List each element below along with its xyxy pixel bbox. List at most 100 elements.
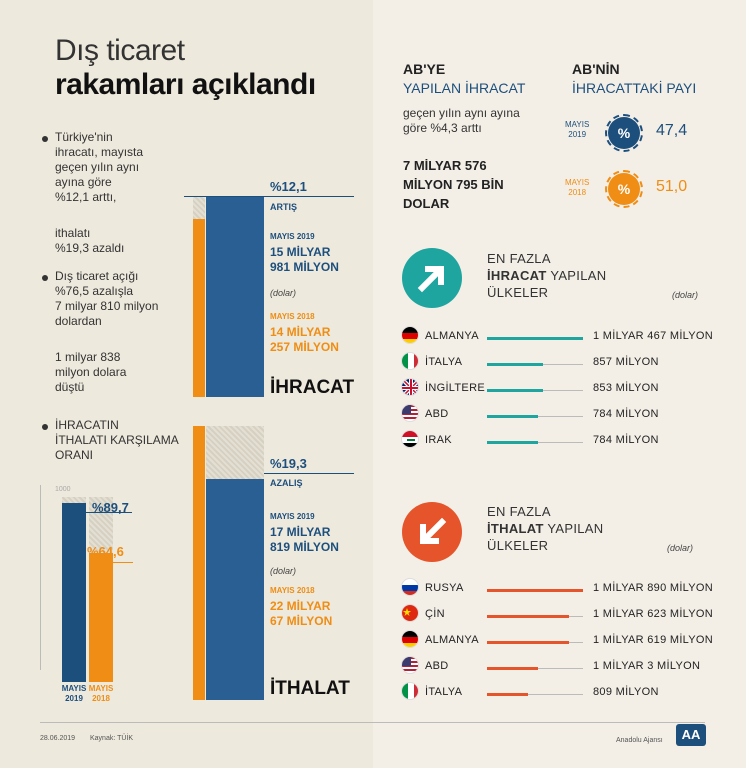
ab-exports-title: AB'YE YAPILAN İHRACAT (403, 60, 525, 98)
coverage-2018-leader (89, 562, 133, 563)
coverage-2018-value: %64,6 (87, 544, 124, 559)
text-line: MAYIS (88, 684, 114, 693)
percent-icon: % (608, 173, 640, 205)
text-line: %19,3 azaldı (55, 241, 125, 255)
bullet-dot (42, 275, 48, 281)
ab-share-2019-ring (605, 114, 643, 152)
bar-fill (487, 693, 528, 696)
bullet-dot (42, 136, 48, 142)
coverage-bar-2018 (89, 553, 113, 682)
import-2019-label: MAYIS 2019 (270, 512, 315, 521)
arrow-down-left-icon (402, 502, 462, 562)
ab-exports-value: 7 MİLYAR 576 MİLYON 795 BİN DOLAR (403, 156, 504, 213)
country-value: 1 MİLYAR 619 MİLYON (593, 634, 714, 646)
bar-fill (487, 615, 569, 618)
text-line: 17 MİLYAR (270, 525, 331, 539)
import-bar-2019 (206, 479, 264, 700)
text-line: %76,5 azalışla (55, 284, 134, 298)
text-line: AB'NİN (572, 61, 620, 77)
country-name: ABD (425, 408, 449, 420)
coverage-axis (40, 485, 60, 670)
text-line: geçen yılın aynı (55, 160, 140, 174)
text-line: 7 MİLYAR 576 (403, 158, 487, 173)
import-change-label: AZALIŞ (270, 478, 303, 488)
aa-logo-icon: AA (676, 724, 706, 746)
bullet-import-text: ithalatı %19,3 azaldı (55, 226, 124, 256)
bar-fill (487, 337, 583, 340)
coverage-2019-label: MAYIS 2019 (61, 684, 87, 704)
text-line: MİLYON 795 BİN (403, 177, 504, 192)
import-top-line (264, 473, 354, 474)
import-2018-label: MAYIS 2018 (270, 586, 315, 595)
import-unit: (dolar) (270, 566, 297, 576)
text-line: EN FAZLA (487, 504, 551, 519)
bullet-deficit-text-2: 1 milyar 838 milyon dolara düştü (55, 350, 126, 395)
flag-icon (401, 630, 419, 648)
flag-icon (401, 326, 419, 344)
text-line: YAPILAN İHRACAT (403, 80, 526, 96)
text-line: 981 MİLYON (270, 260, 339, 274)
text-line: 1 milyar 838 (55, 350, 121, 364)
text-line: Türkiye'nin (55, 130, 113, 144)
flag-icon (401, 604, 419, 622)
text-line: AB'YE (403, 61, 446, 77)
text-line: İHRACATTAKİ PAYI (572, 80, 697, 96)
text-line: 14 MİLYAR (270, 325, 331, 339)
country-value: 1 MİLYAR 467 MİLYON (593, 330, 714, 342)
top-imports-unit: (dolar) (667, 543, 694, 553)
export-bar-2018 (193, 219, 205, 397)
ab-exports-sub: geçen yılın aynı ayına göre %4,3 arttı (403, 106, 520, 136)
flag-icon (401, 352, 419, 370)
text-line: 819 MİLYON (270, 540, 339, 554)
import-bar-2018 (193, 426, 205, 700)
text-line: İHRACAT (487, 268, 547, 283)
import-change: %19,3 (270, 456, 307, 471)
ab-share-2018-value: 51,0 (656, 178, 688, 195)
text-line: 7 milyar 810 milyon (55, 299, 159, 313)
bar-fill (487, 389, 543, 392)
top-imports-title: EN FAZLA İTHALAT YAPILAN ÜLKELER (487, 503, 603, 554)
country-value: 1 MİLYAR 623 MİLYON (593, 608, 714, 620)
ab-share-title: AB'NİN İHRACATTAKİ PAYI (572, 60, 696, 98)
footer-divider (40, 722, 705, 723)
bar-fill (487, 641, 569, 644)
ab-share-2019-value: 47,4 (656, 122, 688, 139)
bar-fill (487, 415, 538, 418)
text-line: EN FAZLA (487, 251, 551, 266)
country-value: 809 MİLYON (593, 686, 659, 698)
text-line: %12,1 arttı, (55, 190, 117, 204)
text-line: ÜLKELER (487, 538, 549, 553)
text-line: ihracatı, mayısta (55, 145, 144, 159)
export-heading: İHRACAT (270, 377, 355, 398)
text-line: İTHALAT (487, 521, 544, 536)
text-line: 22 MİLYAR (270, 599, 331, 613)
coverage-2019-leader (62, 512, 132, 513)
text-line: göre %4,3 arttı (403, 121, 482, 135)
country-name: ALMANYA (425, 330, 479, 342)
country-name: İNGİLTERE (425, 382, 485, 394)
export-2018-label: MAYIS 2018 (270, 312, 315, 321)
page-title-line2: rakamları açıklandı (55, 68, 316, 101)
percent-icon: % (608, 117, 640, 149)
text-line: DOLAR (403, 196, 450, 211)
country-value: 1 MİLYAR 3 MİLYON (593, 660, 701, 672)
flag-icon (401, 578, 419, 596)
import-2019-value: 17 MİLYAR 819 MİLYON (270, 525, 339, 555)
bar-fill (487, 589, 583, 592)
export-unit: (dolar) (270, 288, 297, 298)
country-value: 857 MİLYON (593, 356, 659, 368)
text-line: 15 MİLYAR (270, 245, 331, 259)
export-2018-value: 14 MİLYAR 257 MİLYON (270, 325, 339, 355)
text-line: 67 MİLYON (270, 614, 333, 628)
text-line: Dış ticaret açığı (55, 269, 139, 283)
footer-agency: Anadolu Ajansı (616, 737, 663, 744)
ab-share-2018-label: MAYIS 2018 (565, 178, 589, 198)
bar-fill (487, 363, 543, 366)
export-change-label: ARTIŞ (270, 202, 297, 212)
country-name: ÇİN (425, 608, 445, 620)
footer-source: Kaynak: TÜİK (90, 735, 134, 742)
text-line: İHRACATIN (55, 418, 119, 432)
country-name: ALMANYA (425, 634, 479, 646)
flag-icon (401, 378, 419, 396)
